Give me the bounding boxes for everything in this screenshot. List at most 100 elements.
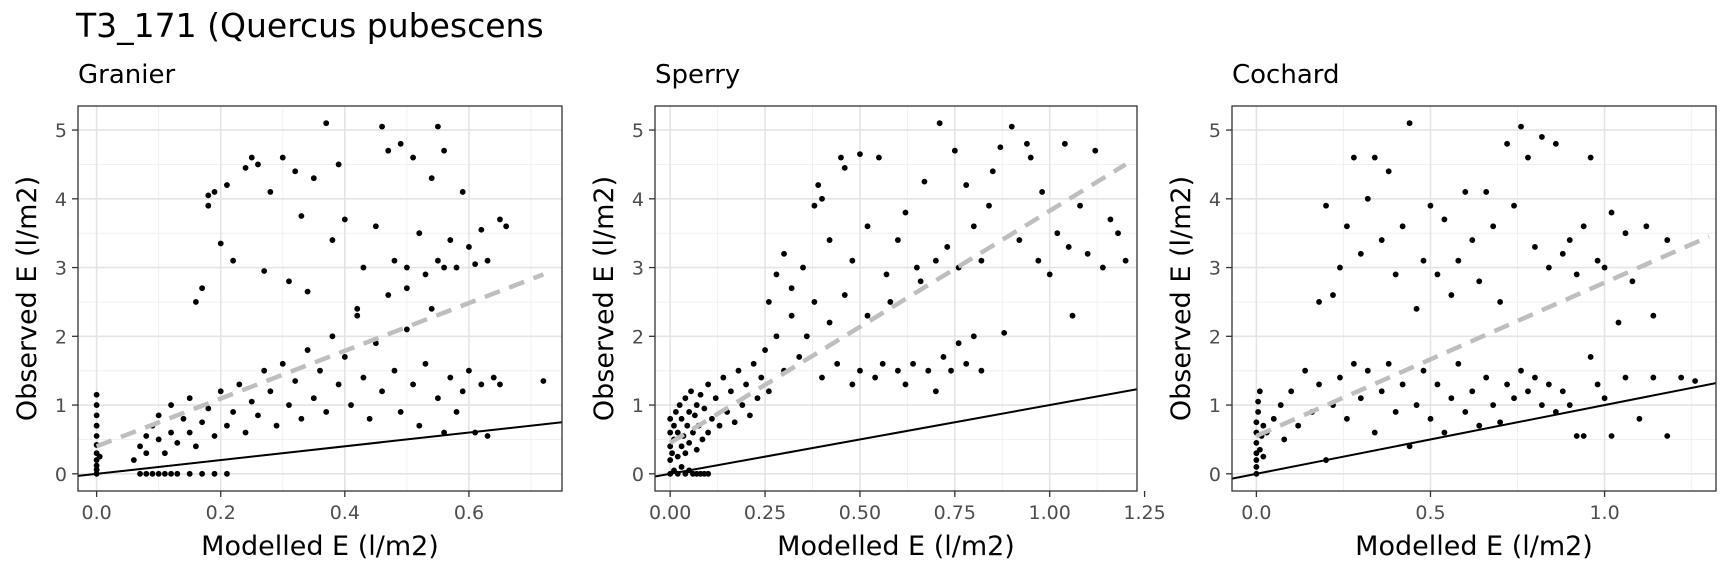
points: [1253, 120, 1699, 477]
data-point: [765, 299, 772, 305]
data-point: [1441, 429, 1448, 436]
data-point: [348, 402, 354, 408]
data-point: [261, 367, 268, 374]
data-point: [667, 415, 674, 422]
data-point: [686, 439, 693, 446]
y-tick-label: 2: [632, 326, 644, 348]
x-tick-label: 0.6: [454, 502, 484, 524]
data-point: [1518, 123, 1524, 130]
data-point: [1364, 195, 1371, 202]
main-title: T3_171 (Quercus pubescens: [76, 6, 544, 45]
data-point: [466, 367, 472, 374]
data-point: [682, 450, 689, 457]
data-point: [705, 381, 712, 388]
data-point: [1469, 388, 1476, 395]
data-point: [478, 381, 485, 388]
data-point: [1483, 189, 1490, 195]
x-tick-label: 0.50: [839, 502, 881, 524]
x-axis-label: Modelled E (l/m2): [201, 531, 439, 562]
x-tick-label: 0.5: [1415, 502, 1445, 524]
data-point: [168, 470, 174, 477]
data-point: [1420, 257, 1427, 264]
data-point: [963, 360, 970, 367]
data-point: [970, 223, 977, 230]
data-point: [410, 381, 416, 388]
data-point: [155, 470, 162, 477]
data-point: [815, 182, 822, 188]
grid: [78, 106, 562, 491]
data-point: [932, 257, 939, 264]
data-point: [403, 264, 410, 271]
y-tick-label: 2: [55, 326, 67, 348]
data-point: [255, 412, 261, 419]
data-point: [1330, 292, 1336, 298]
data-point: [1573, 271, 1580, 278]
data-point: [1462, 409, 1469, 415]
data-point: [1253, 439, 1260, 446]
data-point: [391, 257, 398, 264]
data-point: [484, 433, 491, 439]
data-point: [1069, 312, 1076, 319]
data-point: [1392, 409, 1399, 415]
data-point: [678, 415, 685, 422]
data-point: [1511, 202, 1517, 209]
data-point: [1566, 402, 1573, 408]
data-point: [693, 402, 700, 408]
data-point: [211, 189, 218, 195]
data-point: [701, 405, 708, 412]
data-point: [1024, 140, 1030, 147]
data-point: [161, 450, 168, 457]
data-point: [186, 470, 193, 477]
data-point: [422, 360, 429, 367]
data-point: [341, 354, 348, 360]
panel-cochard: 0.0 0.5 1.0 0 1 2 3 4 5 Cochard Modelled E (l/m2) O…: [1166, 60, 1717, 562]
data-point: [1295, 422, 1302, 429]
data-point: [397, 409, 404, 415]
data-point: [1469, 237, 1476, 243]
data-point: [688, 388, 694, 395]
data-point: [192, 299, 199, 305]
data-point: [1420, 367, 1427, 374]
data-point: [932, 388, 939, 395]
data-point: [796, 354, 803, 360]
data-point: [441, 264, 448, 271]
data-point: [403, 285, 410, 292]
data-point: [1016, 237, 1023, 243]
data-point: [697, 391, 704, 398]
data-point: [298, 213, 305, 219]
data-point: [1281, 436, 1288, 443]
data-point: [1065, 244, 1072, 250]
data-point: [1253, 464, 1260, 470]
data-point: [834, 360, 841, 367]
data-point: [1664, 237, 1671, 243]
x-axis-label: Modelled E (l/m2): [1355, 531, 1593, 562]
data-point: [1525, 388, 1531, 395]
data-point: [667, 429, 674, 436]
data-point: [1337, 264, 1343, 271]
data-point: [341, 216, 348, 223]
data-point: [242, 429, 249, 436]
data-point: [1594, 257, 1601, 264]
data-point: [674, 453, 681, 460]
data-point: [1385, 360, 1392, 367]
data-point: [1027, 154, 1034, 161]
data-point: [894, 367, 901, 374]
data-point: [1622, 230, 1629, 237]
data-point: [667, 443, 674, 450]
data-point: [826, 237, 833, 243]
data-point: [978, 257, 985, 264]
data-point: [705, 429, 712, 436]
plot-border: [77, 105, 563, 492]
data-point: [1364, 367, 1371, 374]
data-point: [1434, 271, 1441, 278]
data-point: [1035, 257, 1042, 264]
data-point: [690, 429, 696, 436]
data-point: [242, 164, 249, 171]
data-point: [224, 470, 230, 477]
data-point: [1538, 402, 1545, 408]
data-point: [217, 240, 224, 247]
data-point: [1504, 381, 1510, 388]
data-point: [1483, 374, 1490, 381]
data-point: [1122, 257, 1129, 264]
